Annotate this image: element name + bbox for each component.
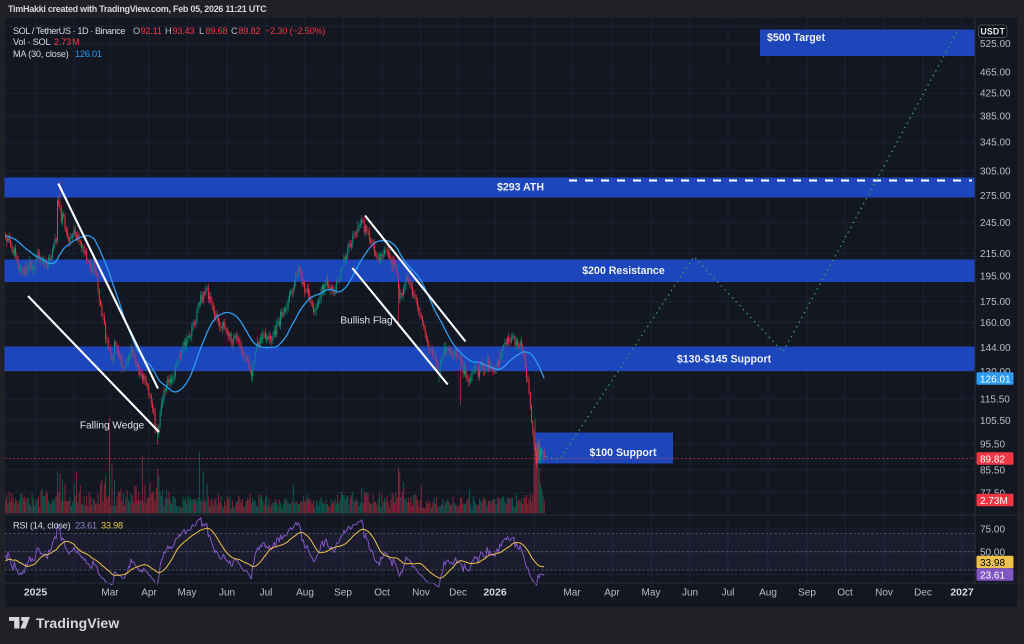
svg-text:144.00: 144.00 [980,343,1011,354]
svg-text:$500 Target: $500 Target [767,32,826,44]
svg-text:33.98: 33.98 [101,520,123,530]
svg-text:Dec: Dec [449,588,467,599]
svg-text:May: May [642,588,661,599]
svg-text:175.00: 175.00 [980,297,1011,308]
svg-text:Aug: Aug [759,588,777,599]
svg-text:89.82: 89.82 [239,26,261,36]
svg-text:33.98: 33.98 [980,558,1005,569]
svg-text:305.00: 305.00 [980,167,1011,178]
svg-text:M: M [72,37,79,47]
svg-text:$130-$145 Support: $130-$145 Support [677,354,772,366]
svg-text:SOL / TetherUS · 1D · Binance: SOL / TetherUS · 1D · Binance [13,26,125,36]
svg-text:May: May [178,588,197,599]
svg-text:195.00: 195.00 [980,272,1011,283]
svg-text:50.00: 50.00 [980,548,1005,559]
svg-text:425.00: 425.00 [980,89,1011,100]
svg-text:385.00: 385.00 [980,112,1011,123]
svg-text:Jul: Jul [722,588,735,599]
svg-text:Mar: Mar [101,588,119,599]
svg-text:2026: 2026 [483,587,507,599]
svg-text:2027: 2027 [950,587,974,599]
svg-text:O: O [133,26,140,36]
svg-text:23.61: 23.61 [980,570,1005,581]
svg-text:23.61: 23.61 [75,520,97,530]
svg-text:$200 Resistance: $200 Resistance [582,265,665,277]
svg-text:Sep: Sep [798,588,816,599]
svg-text:93.43: 93.43 [173,26,195,36]
svg-text:160.00: 160.00 [980,318,1011,329]
svg-text:215.00: 215.00 [980,249,1011,260]
svg-text:Jun: Jun [219,588,235,599]
svg-text:Falling Wedge: Falling Wedge [80,421,145,432]
svg-text:2025: 2025 [24,587,48,599]
svg-text:Apr: Apr [141,588,157,599]
svg-text:126.01: 126.01 [75,49,102,59]
svg-text:Nov: Nov [875,588,893,599]
svg-text:275.00: 275.00 [980,191,1011,202]
svg-text:75.00: 75.00 [980,525,1005,536]
svg-text:95.50: 95.50 [980,439,1005,450]
svg-text:89.82: 89.82 [980,454,1005,465]
svg-text:465.00: 465.00 [980,68,1011,79]
svg-text:126.01: 126.01 [980,374,1011,385]
svg-text:Oct: Oct [837,588,853,599]
svg-text:345.00: 345.00 [980,138,1011,149]
svg-text:Oct: Oct [374,588,390,599]
svg-text:89.68: 89.68 [206,26,228,36]
svg-text:2.73: 2.73 [54,37,71,47]
svg-text:Dec: Dec [914,588,932,599]
svg-text:Vol · SOL: Vol · SOL [13,37,50,47]
svg-text:USDT: USDT [980,26,1005,36]
svg-text:RSI (14, close): RSI (14, close) [13,520,71,530]
svg-text:Nov: Nov [412,588,430,599]
svg-text:Bullish Flag: Bullish Flag [340,316,392,327]
svg-text:Jul: Jul [260,588,273,599]
svg-text:Jun: Jun [682,588,698,599]
svg-text:H: H [165,26,171,36]
svg-text:92.11: 92.11 [141,26,162,36]
svg-text:$100 Support: $100 Support [589,447,657,459]
svg-text:245.00: 245.00 [980,218,1011,229]
svg-text:525.00: 525.00 [980,39,1011,50]
svg-text:Sep: Sep [334,588,352,599]
svg-text:−2.30 (−2.50%): −2.30 (−2.50%) [265,26,325,36]
svg-text:105.50: 105.50 [980,416,1011,427]
svg-text:C: C [231,26,238,36]
svg-text:Mar: Mar [563,588,581,599]
svg-text:85.50: 85.50 [980,465,1005,476]
svg-text:Apr: Apr [604,588,620,599]
svg-text:2.73M: 2.73M [980,496,1008,507]
svg-text:Aug: Aug [296,588,314,599]
svg-text:115.50: 115.50 [980,395,1010,406]
svg-text:L: L [199,26,204,36]
svg-text:$293 ATH: $293 ATH [497,182,544,194]
svg-text:MA (30, close): MA (30, close) [13,49,69,59]
